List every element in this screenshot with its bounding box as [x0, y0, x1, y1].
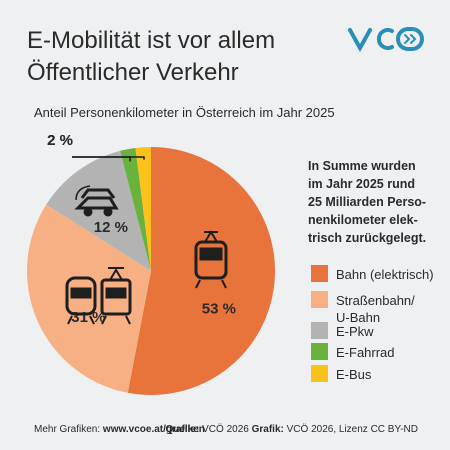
- legend-label: E-Pkw: [336, 324, 374, 339]
- pie-slice: [46, 150, 151, 271]
- leader-line: [72, 156, 145, 160]
- footer-text: VCÖ 2026: [202, 423, 249, 435]
- value-label: 53 %: [202, 300, 236, 317]
- footer-right: Quelle: VCÖ 2026 Grafik: VCÖ 2026, Lizen…: [165, 423, 418, 435]
- summary-line: In Summe wurden: [308, 159, 416, 173]
- footer-link: www.vcoe.at/grafiken: [102, 424, 205, 435]
- legend-swatch: [311, 265, 328, 282]
- legend-label: Straßenbahn/U-Bahn: [336, 293, 415, 325]
- logo: [348, 27, 424, 53]
- value-label: 12 %: [94, 219, 128, 236]
- pie-slice: [120, 147, 151, 271]
- pie-slice: [26, 204, 151, 393]
- footer-text: Grafik:: [252, 424, 284, 435]
- icons: [65, 185, 228, 325]
- footer-text: Mehr Grafiken:: [34, 424, 100, 435]
- legend-label: E-Bus: [336, 367, 372, 382]
- summary: In Summe wurden im Jahr 2025 rund 25 Milli…: [308, 159, 426, 245]
- summary-line: nenkilometer elek-: [308, 213, 418, 227]
- value-label: 31 %: [71, 309, 105, 326]
- footer-text: Quelle:: [165, 424, 199, 435]
- legend-label: E-Fahrrad: [336, 345, 395, 360]
- footer-text: VCÖ 2026, Lizenz CC BY-ND: [287, 423, 418, 435]
- legend-label: Bahn (elektrisch): [336, 267, 434, 282]
- summary-line: 25 Milliarden Perso-: [308, 195, 426, 209]
- legend-swatch: [311, 322, 328, 339]
- legend-swatch: [311, 343, 328, 360]
- legend: Bahn (elektrisch) Straßenbahn/U-BahnE-Pkw…: [311, 265, 434, 382]
- legend-swatch: [311, 365, 328, 382]
- summary-line: trisch zurückgelegt.: [308, 231, 426, 245]
- pie-slice: [135, 147, 151, 271]
- pie-slice: [127, 147, 275, 396]
- summary-line: im Jahr 2025 rund: [308, 177, 415, 191]
- value-label: 2 %: [47, 132, 73, 149]
- title: Öffentlicher Verkehr: [27, 59, 239, 86]
- subtitle: Anteil Personenkilometer in Österreich i…: [34, 105, 335, 120]
- footer-left: Mehr Grafiken: www.vcoe.at/grafiken: [34, 424, 205, 435]
- pie: 53 %31 %12 %2 %2 %: [26, 132, 275, 396]
- title: E-Mobilität ist vor allem: [27, 27, 275, 54]
- value-label: 2 %: [47, 132, 73, 149]
- legend-swatch: [311, 291, 328, 308]
